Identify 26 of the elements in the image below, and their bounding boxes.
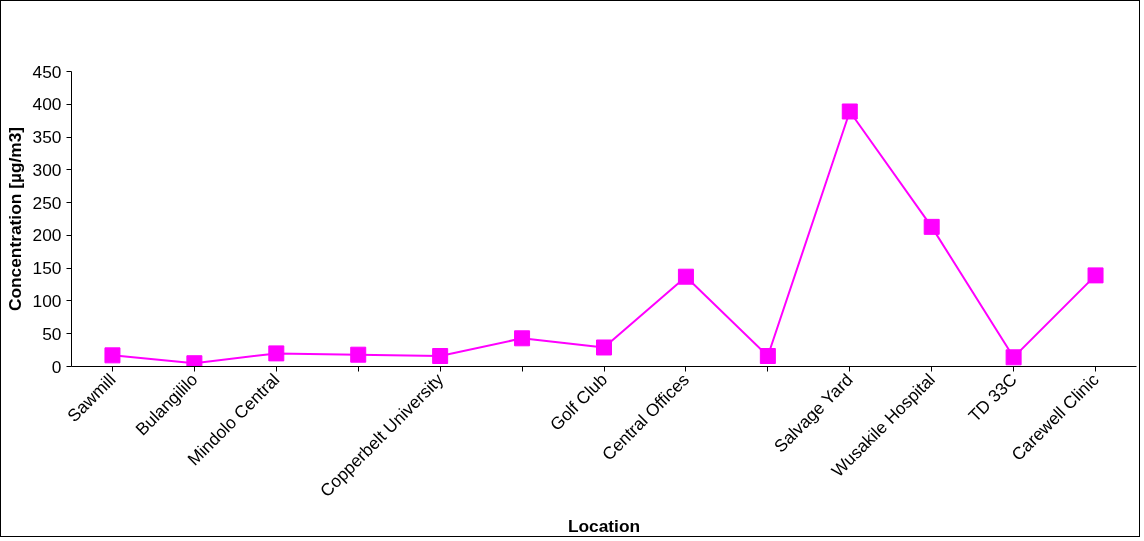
y-tick-label: 200 bbox=[32, 225, 62, 246]
point bbox=[1005, 349, 1022, 366]
point bbox=[268, 345, 285, 362]
point bbox=[677, 268, 694, 285]
point bbox=[514, 330, 531, 347]
y-tick-label: 250 bbox=[32, 192, 62, 213]
point bbox=[596, 339, 612, 356]
y-tick-label: 100 bbox=[32, 290, 62, 311]
point bbox=[104, 347, 121, 364]
point bbox=[432, 348, 449, 365]
y-tick-label: 350 bbox=[32, 127, 62, 148]
y-tick-label: 450 bbox=[32, 61, 62, 82]
y-tick-label: 400 bbox=[32, 94, 62, 115]
point bbox=[350, 346, 367, 363]
point bbox=[759, 348, 776, 365]
x-tick-label: TD 33C bbox=[964, 369, 1021, 426]
y-tick-label: 300 bbox=[32, 159, 62, 180]
point bbox=[841, 103, 858, 120]
y-tick-label: 0 bbox=[51, 356, 62, 377]
x-tick-label: Golf Club bbox=[545, 369, 612, 435]
y-tick-label: 50 bbox=[42, 323, 62, 344]
point bbox=[1087, 267, 1104, 284]
x-axis-title: Location bbox=[567, 515, 641, 536]
y-tick-label: 150 bbox=[32, 258, 62, 279]
y-axis-title: Concentration [µg/m3] bbox=[4, 126, 25, 312]
point bbox=[923, 218, 940, 235]
